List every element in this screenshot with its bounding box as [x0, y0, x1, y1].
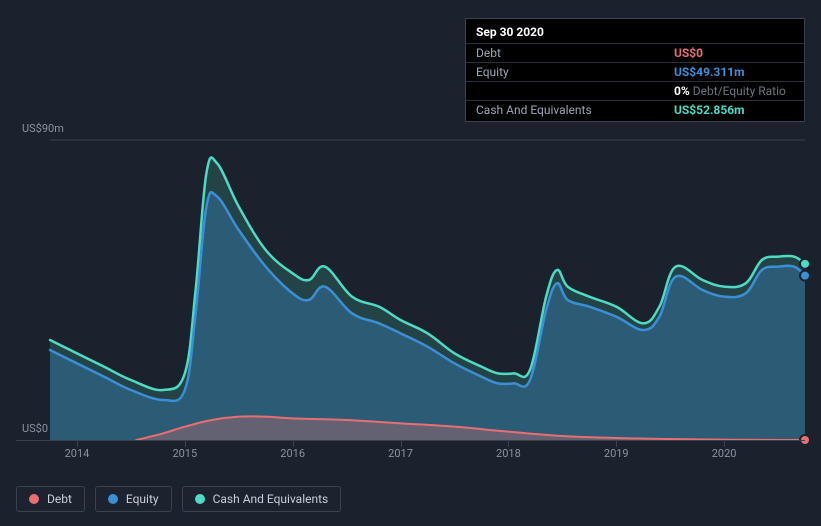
x-axis-label: 2019	[604, 447, 629, 460]
chart-legend: Debt Equity Cash And Equivalents	[16, 486, 341, 512]
tooltip-row-equity: Equity US$49.311m	[466, 62, 804, 81]
tooltip-row-debt: Debt US$0	[466, 43, 804, 62]
tooltip-value: US$49.311m	[674, 65, 794, 79]
end-marker-equity	[800, 271, 810, 281]
tooltip-value-prefix: 0%	[674, 84, 690, 98]
x-axis-label: 2018	[496, 447, 521, 460]
legend-item-cash[interactable]: Cash And Equivalents	[182, 486, 342, 512]
legend-label: Equity	[126, 492, 159, 506]
tooltip-row-ratio: 0% Debt/Equity Ratio	[466, 81, 804, 100]
legend-label: Debt	[47, 492, 72, 506]
x-axis-label: 2015	[172, 447, 197, 460]
tooltip-value: US$0	[674, 46, 794, 60]
legend-item-debt[interactable]: Debt	[16, 486, 85, 512]
legend-dot-icon	[29, 494, 39, 504]
tooltip-title: Sep 30 2020	[466, 25, 804, 43]
series-area-equity[interactable]	[50, 192, 805, 440]
tooltip-value-suffix: Debt/Equity Ratio	[690, 84, 786, 98]
tooltip-value: 0% Debt/Equity Ratio	[674, 84, 794, 98]
legend-item-equity[interactable]: Equity	[95, 486, 172, 512]
x-axis-label: 2016	[280, 447, 305, 460]
legend-dot-icon	[108, 494, 118, 504]
x-axis: 2014 2015 2016 2017 2018 2019 2020	[16, 440, 805, 470]
tooltip-label: Equity	[476, 65, 674, 79]
tooltip-label: Cash And Equivalents	[476, 103, 674, 117]
legend-label: Cash And Equivalents	[213, 492, 329, 506]
end-marker-cash	[800, 259, 810, 269]
tooltip-value: US$52.856m	[674, 103, 794, 117]
tooltip-row-cash: Cash And Equivalents US$52.856m	[466, 100, 804, 119]
x-axis-label: 2014	[65, 447, 90, 460]
tooltip-label: Debt	[476, 46, 674, 60]
x-axis-label: 2020	[712, 447, 737, 460]
tooltip-label	[476, 84, 674, 98]
x-axis-label: 2017	[388, 447, 413, 460]
chart-container: { "chart": { "type": "area", "background…	[0, 0, 821, 526]
legend-dot-icon	[195, 494, 205, 504]
chart-tooltip: Sep 30 2020 Debt US$0 Equity US$49.311m …	[465, 18, 805, 122]
